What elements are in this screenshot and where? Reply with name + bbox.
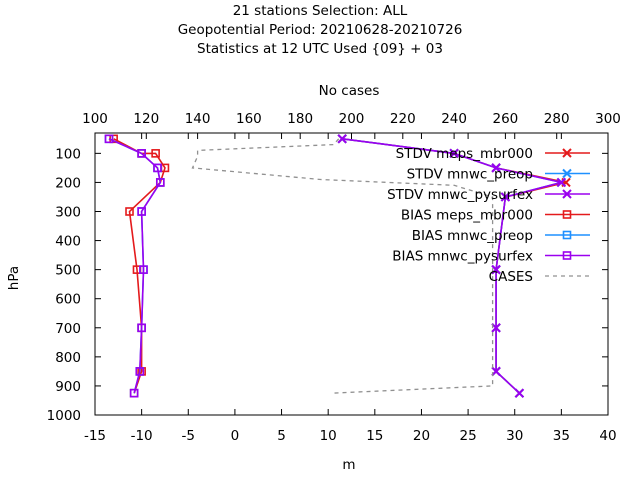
series-point	[449, 148, 459, 159]
y-tick-label: 1000	[47, 408, 81, 424]
x-tick-label: -15	[84, 428, 106, 444]
x-tick-label: 40	[599, 428, 616, 444]
y-tick-label: 900	[55, 379, 81, 395]
legend-label: STDV mnwc_preop	[407, 167, 533, 183]
series-point	[562, 251, 572, 260]
series-point	[491, 323, 501, 333]
x2-axis-label: No cases	[319, 83, 380, 99]
series-point	[125, 207, 134, 216]
y-tick-label: 300	[55, 204, 81, 220]
series-point	[514, 388, 525, 398]
x2-tick-label: 100	[82, 111, 108, 127]
x-tick-label: -10	[131, 428, 153, 444]
series-line	[113, 138, 166, 394]
series-point	[151, 149, 160, 158]
series-point	[135, 367, 145, 376]
title-line-2: Geopotential Period: 20210628-20210726	[178, 22, 463, 38]
series-point	[491, 163, 501, 173]
legend-label: STDV mnwc_pysurfex	[387, 187, 533, 203]
series-point	[137, 207, 146, 216]
series-point	[491, 264, 501, 275]
legend-label: CASES	[489, 269, 533, 285]
y-tick-label: 500	[55, 263, 81, 279]
x-axis-label: m	[342, 457, 355, 473]
x2-tick-label: 180	[287, 111, 313, 127]
series-point	[129, 388, 139, 398]
series-point	[137, 323, 146, 333]
series-point	[104, 134, 114, 144]
x-tick-label: 5	[277, 428, 286, 444]
series-cases	[191, 138, 494, 394]
x2-tick-label: 140	[185, 111, 211, 127]
series-point	[139, 265, 148, 274]
legend-label: BIAS mnwc_preop	[412, 228, 533, 244]
series-point	[562, 148, 572, 158]
series-bias-mnwc-pysurfex	[104, 134, 165, 398]
y-tick-label: 400	[55, 234, 81, 250]
x2-tick-label: 240	[441, 111, 467, 127]
title-line-1: 21 stations Selection: ALL	[233, 3, 408, 19]
x-tick-label: 0	[231, 428, 240, 444]
x-tick-label: 20	[413, 428, 430, 444]
x2-tick-label: 260	[493, 111, 519, 127]
x-tick-label: -5	[182, 428, 195, 444]
chart-title: 21 stations Selection: ALL Geopotential …	[178, 3, 463, 57]
y-tick-label: 200	[55, 175, 81, 191]
legend: STDV meps_mbr000 STDV mnwc_preop STDV mnwc…	[387, 146, 590, 285]
x2-tick-label: 200	[339, 111, 365, 127]
x-tick-label: 25	[459, 428, 476, 444]
x2-tick-label: 160	[236, 111, 262, 127]
series-point	[556, 177, 567, 188]
y-tick-label: 700	[55, 321, 81, 337]
y-tick-label: 100	[55, 146, 81, 162]
x2-tick-label: 220	[390, 111, 416, 127]
legend-label: BIAS mnwc_pysurfex	[392, 249, 533, 265]
series-stdv-mnwc-pysurfex	[337, 134, 567, 398]
series-point	[562, 230, 572, 240]
x2-tick-label: 280	[544, 111, 570, 127]
series-point	[337, 134, 347, 144]
series-line	[108, 138, 162, 394]
series-point	[155, 178, 165, 187]
series-point	[562, 189, 572, 199]
series-point	[153, 163, 162, 173]
legend-label: BIAS meps_mbr000	[401, 208, 533, 224]
x-tick-label: 35	[553, 428, 570, 444]
x2-tick-label: 300	[595, 111, 621, 127]
plot-area: -15 -10 -5 0 5 10 15 20 25 30 35 40 100 120 140 160 180 2…	[47, 111, 621, 444]
series-point	[137, 149, 146, 158]
y-tick-label: 800	[55, 350, 81, 366]
series-point	[104, 134, 114, 144]
series-point	[491, 366, 501, 377]
series-point	[500, 192, 511, 202]
y-axis-label: hPa	[6, 266, 22, 290]
x-tick-label: 15	[366, 428, 383, 444]
series-line	[191, 138, 494, 394]
title-line-3: Statistics at 12 UTC Used {09} + 03	[197, 41, 443, 57]
x2-tick-label: 120	[133, 111, 159, 127]
x-tick-label: 10	[320, 428, 337, 444]
legend-label: STDV meps_mbr000	[396, 146, 533, 162]
x-tick-label: 30	[506, 428, 523, 444]
series-point	[562, 168, 572, 179]
y-tick-label: 600	[55, 292, 81, 308]
series-point	[562, 210, 572, 219]
